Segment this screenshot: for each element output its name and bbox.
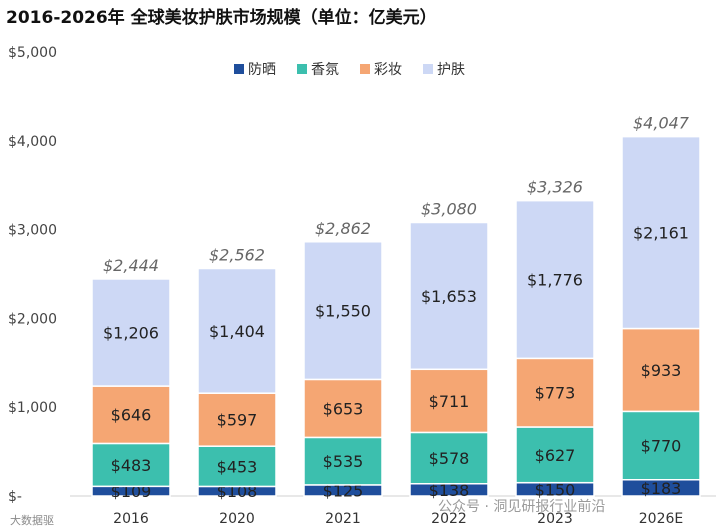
data-label: $770 — [641, 437, 682, 456]
x-tick-label: 2020 — [219, 511, 255, 527]
bar-segment — [91, 442, 171, 488]
data-label: $125 — [323, 481, 364, 500]
x-tick-label: 2023 — [537, 511, 573, 527]
data-label: $646 — [111, 406, 152, 425]
bar-segment — [409, 221, 489, 371]
bar-segment — [621, 410, 701, 481]
total-label: $4,047 — [633, 114, 690, 133]
data-label: $1,550 — [315, 302, 371, 321]
legend-label: 护肤 — [437, 62, 465, 78]
total-label: $2,444 — [103, 256, 159, 275]
y-tick-label: $4,000 — [8, 134, 57, 150]
bar-segment — [197, 267, 277, 394]
legend-label: 彩妆 — [374, 62, 402, 78]
chart-title: 2016-2026年 全球美妆护肤市场规模（单位：亿美元） — [6, 8, 437, 28]
data-label: $2,161 — [633, 224, 689, 243]
y-tick-label: $3,000 — [8, 223, 57, 239]
data-label: $597 — [217, 411, 258, 430]
x-tick-label: 2022 — [431, 511, 467, 527]
data-label: $483 — [111, 456, 152, 475]
total-label: $3,080 — [421, 199, 477, 218]
data-label: $535 — [323, 452, 364, 471]
data-label: $1,404 — [209, 322, 265, 341]
data-label: $653 — [323, 399, 364, 418]
data-label: $183 — [641, 479, 682, 498]
bar-segment — [303, 436, 383, 486]
data-label: $933 — [641, 361, 682, 380]
bar-segment — [515, 199, 595, 360]
data-label: $578 — [429, 449, 470, 468]
watermark-text: 公众号 · 洞见研报行业前沿 — [438, 499, 606, 515]
data-label: $711 — [429, 392, 470, 411]
legend-label: 防晒 — [248, 62, 276, 78]
legend-swatch-sunscreen — [234, 64, 244, 74]
legend-swatch-skincare — [423, 64, 433, 74]
data-label: $773 — [535, 384, 576, 403]
bar-segment — [91, 278, 171, 387]
data-label: $150 — [535, 480, 576, 499]
legend-label: 香氛 — [311, 62, 339, 78]
y-tick-label: $5,000 — [8, 45, 57, 61]
bar-segment — [303, 241, 383, 381]
total-label: $2,862 — [315, 219, 371, 238]
bar-segment — [515, 426, 595, 484]
bar-segment — [91, 385, 171, 445]
bar-segment — [621, 135, 701, 330]
total-label: $3,326 — [527, 178, 583, 197]
x-tick-label: 2026E — [639, 511, 683, 527]
watermark-text-small: 大数据驱 — [10, 514, 54, 527]
y-tick-label: $- — [8, 489, 22, 505]
data-label: $1,653 — [421, 287, 477, 306]
bar-segment — [515, 357, 595, 428]
data-label: $453 — [217, 457, 258, 476]
x-tick-label: 2021 — [325, 511, 361, 527]
x-tick-label: 2016 — [113, 511, 149, 527]
data-label: $1,206 — [103, 324, 159, 343]
bar-segment — [409, 368, 489, 434]
data-label: $1,776 — [527, 271, 583, 290]
data-label: $138 — [429, 481, 470, 500]
y-tick-label: $1,000 — [8, 400, 57, 416]
legend-swatch-makeup — [360, 64, 370, 74]
data-label: $627 — [535, 446, 576, 465]
y-tick-label: $2,000 — [8, 311, 57, 327]
legend-swatch-fragrance — [297, 64, 307, 74]
total-label: $2,562 — [209, 245, 265, 264]
